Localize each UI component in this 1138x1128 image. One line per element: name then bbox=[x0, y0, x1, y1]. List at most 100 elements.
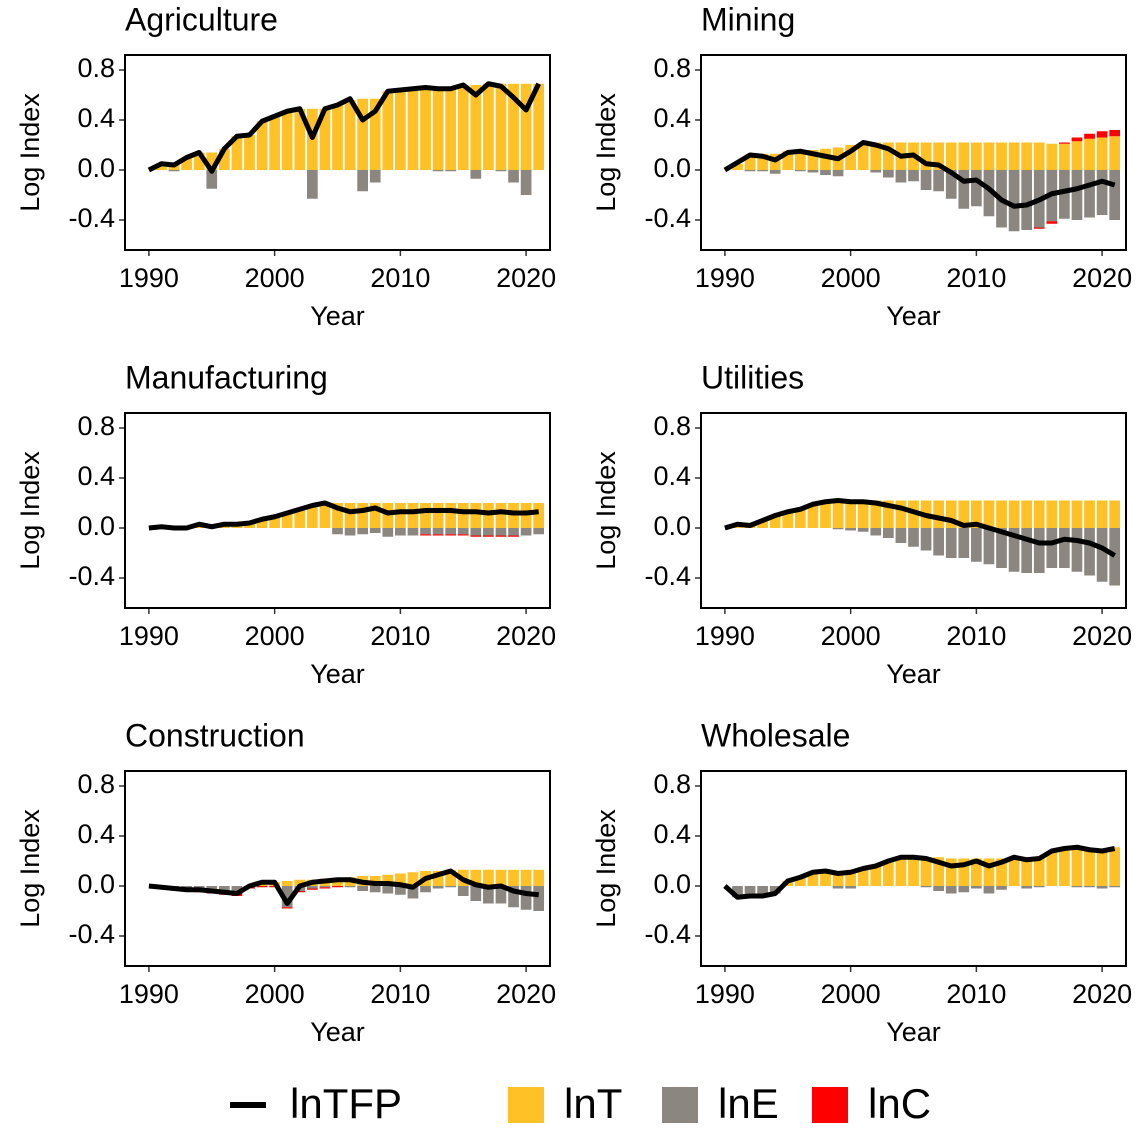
bar bbox=[457, 534, 469, 536]
y-tick-label: 0.0 bbox=[77, 511, 115, 541]
bar bbox=[407, 503, 419, 528]
y-tick-label: 0.0 bbox=[653, 869, 691, 899]
bar bbox=[281, 513, 293, 528]
panel-title: Mining bbox=[701, 1, 795, 37]
x-tick-label: 2000 bbox=[245, 979, 305, 1009]
bar bbox=[870, 500, 882, 528]
y-axis-label: Log Index bbox=[15, 451, 45, 570]
bar bbox=[470, 535, 482, 537]
bar bbox=[168, 165, 180, 170]
bar bbox=[432, 87, 444, 170]
bar bbox=[971, 528, 982, 562]
bar bbox=[933, 142, 944, 170]
bar bbox=[820, 871, 831, 886]
bar bbox=[256, 121, 268, 170]
bar bbox=[958, 500, 970, 528]
bar bbox=[845, 145, 856, 170]
bar bbox=[332, 886, 343, 888]
x-tick-label: 2010 bbox=[370, 263, 430, 293]
legend-label: lnC bbox=[868, 1080, 931, 1127]
bar bbox=[1109, 130, 1121, 137]
legend-label: lnTFP bbox=[290, 1080, 402, 1127]
bar bbox=[445, 534, 457, 536]
bar bbox=[533, 869, 545, 886]
panel: Manufacturing Log Index Year -0.4 0.0 0.4 0.8 1… bbox=[15, 359, 556, 689]
bar bbox=[432, 170, 444, 172]
bar bbox=[1021, 170, 1033, 230]
bar bbox=[933, 500, 944, 528]
bar bbox=[794, 150, 806, 170]
bar bbox=[883, 170, 894, 178]
bar bbox=[883, 142, 894, 170]
x-tick-label: 2010 bbox=[946, 621, 1006, 651]
bar bbox=[508, 535, 519, 537]
bar bbox=[395, 886, 406, 895]
bar bbox=[344, 886, 356, 888]
bar bbox=[857, 500, 869, 528]
panel: Utilities Log Index Year -0.4 0.0 0.4 0.8 1990 2… bbox=[591, 359, 1132, 689]
bar bbox=[508, 528, 519, 536]
bar bbox=[231, 136, 243, 170]
bar bbox=[244, 135, 255, 170]
bar bbox=[483, 503, 494, 528]
bar bbox=[1008, 500, 1020, 528]
legend-label: lnT bbox=[564, 1080, 622, 1127]
bar bbox=[457, 503, 469, 528]
y-tick-label: -0.4 bbox=[68, 561, 115, 591]
plot-frame bbox=[124, 770, 551, 967]
bar bbox=[432, 871, 444, 886]
bar bbox=[470, 170, 482, 179]
bar bbox=[845, 528, 856, 531]
bar bbox=[1071, 500, 1083, 528]
bar bbox=[1046, 143, 1058, 170]
bar bbox=[1071, 137, 1083, 142]
bar bbox=[933, 528, 944, 556]
y-axis-label: Log Index bbox=[591, 809, 621, 928]
bar bbox=[908, 170, 919, 182]
x-tick-label: 2010 bbox=[946, 263, 1006, 293]
bar bbox=[1071, 886, 1083, 888]
bar bbox=[457, 886, 469, 896]
bar bbox=[732, 163, 743, 170]
y-axis-label: Log Index bbox=[15, 809, 45, 928]
bar bbox=[920, 170, 932, 190]
panel-title: Manufacturing bbox=[125, 359, 328, 395]
bar bbox=[1008, 528, 1020, 572]
bar bbox=[420, 534, 431, 536]
legend-swatch bbox=[812, 1087, 848, 1123]
bar bbox=[495, 886, 507, 904]
panel: Mining Log Index Year -0.4 0.0 0.4 0.8 1990 2000… bbox=[591, 1, 1132, 331]
panel-title: Agriculture bbox=[125, 1, 278, 37]
y-tick-label: 0.8 bbox=[77, 53, 115, 83]
bar bbox=[1046, 500, 1058, 528]
bar bbox=[895, 528, 907, 543]
bar bbox=[1033, 857, 1045, 886]
bar bbox=[1096, 848, 1108, 886]
legend-swatch bbox=[508, 1087, 544, 1123]
bar bbox=[1084, 170, 1095, 218]
bar bbox=[445, 87, 457, 170]
bar bbox=[971, 170, 982, 207]
bar bbox=[206, 170, 218, 189]
bar bbox=[206, 152, 218, 170]
bar bbox=[344, 100, 356, 170]
bar bbox=[432, 528, 444, 535]
bar bbox=[445, 503, 457, 528]
bar bbox=[920, 886, 932, 888]
bar bbox=[470, 85, 482, 170]
bar bbox=[168, 170, 180, 172]
bar bbox=[1096, 528, 1108, 582]
x-tick-label: 2000 bbox=[245, 621, 305, 651]
bar bbox=[1059, 143, 1070, 170]
bar bbox=[1059, 170, 1070, 219]
bar bbox=[357, 886, 368, 891]
bar bbox=[508, 869, 519, 886]
bar bbox=[294, 108, 306, 170]
bar bbox=[520, 869, 532, 886]
x-tick-label: 1990 bbox=[695, 621, 755, 651]
bar bbox=[870, 528, 882, 536]
y-tick-label: 0.8 bbox=[653, 53, 691, 83]
bar bbox=[395, 90, 406, 170]
bar bbox=[971, 858, 982, 886]
bar bbox=[357, 170, 368, 192]
